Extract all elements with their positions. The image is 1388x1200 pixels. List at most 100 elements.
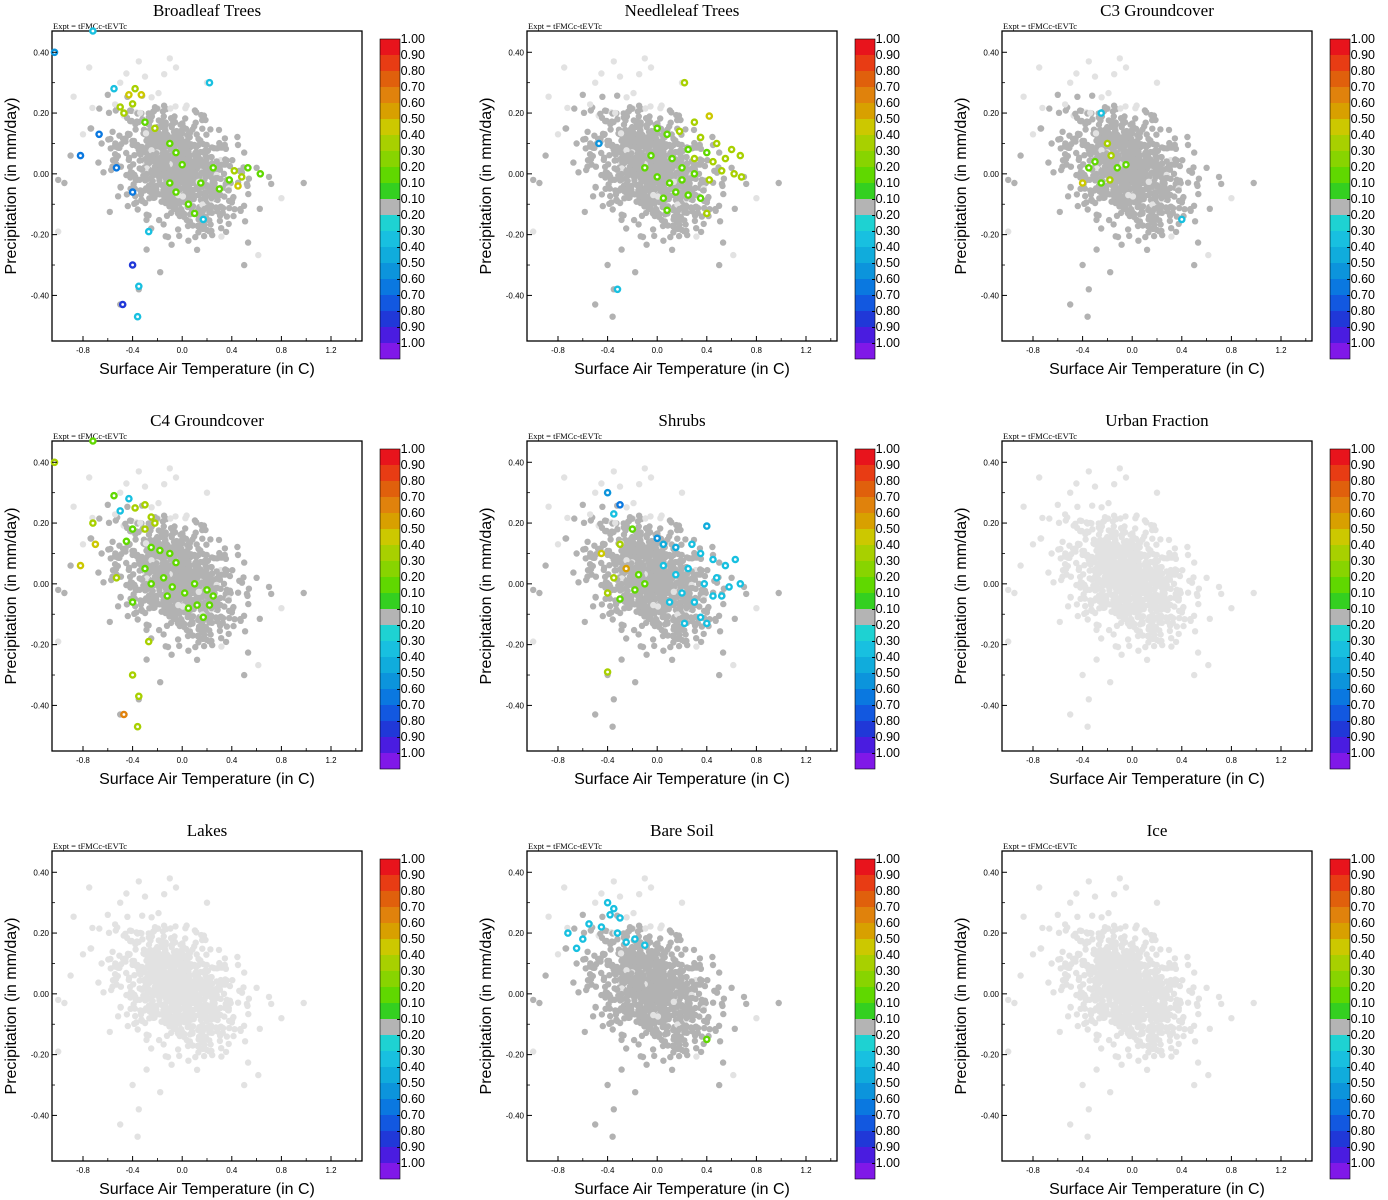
background-point xyxy=(592,593,599,601)
background-point xyxy=(1005,176,1012,184)
colorbar-swatch xyxy=(855,135,875,151)
background-point xyxy=(244,182,251,190)
background-point xyxy=(582,555,589,562)
background-point xyxy=(268,180,275,188)
colored-point xyxy=(134,692,143,701)
background-point xyxy=(660,610,667,618)
background-point xyxy=(212,175,219,182)
background-point xyxy=(630,89,637,97)
panel-title: C3 Groundcover xyxy=(1100,1,1214,20)
background-point xyxy=(141,73,149,80)
colored-point xyxy=(193,601,201,609)
colorbar-label: -0.20 xyxy=(872,208,901,222)
background-point xyxy=(135,146,142,153)
y-tick-label: 0.40 xyxy=(33,458,49,467)
background-point xyxy=(234,133,241,141)
background-point xyxy=(1095,212,1102,219)
background-point xyxy=(641,140,648,148)
background-point xyxy=(609,313,616,320)
background-point xyxy=(70,93,77,100)
colorbar-label: -0.40 xyxy=(397,240,426,254)
colorbar-swatch xyxy=(380,119,400,135)
background-point xyxy=(192,149,199,156)
background-point xyxy=(691,622,699,629)
background-point xyxy=(87,125,94,132)
background-point xyxy=(208,153,215,161)
background-point xyxy=(135,58,142,65)
background-point xyxy=(1191,261,1198,269)
background-point xyxy=(712,207,719,214)
colorbar-swatch xyxy=(380,55,400,71)
colored-point xyxy=(165,179,174,187)
background-point xyxy=(107,135,114,143)
background-point xyxy=(642,184,649,191)
background-point xyxy=(677,552,684,559)
colorbar-label: 1.00 xyxy=(1351,32,1375,46)
background-point xyxy=(1142,149,1149,156)
background-point xyxy=(203,154,210,161)
colored-point xyxy=(653,173,662,181)
background-point xyxy=(564,514,571,522)
background-point xyxy=(1187,207,1194,214)
colored-point xyxy=(172,558,180,567)
background-point xyxy=(571,515,578,522)
experiment-label: Expt = tFMCc-tEVTc xyxy=(528,431,602,441)
background-point xyxy=(1130,210,1138,217)
background-point xyxy=(215,126,223,134)
background-point xyxy=(200,232,208,240)
background-point xyxy=(681,638,688,645)
background-point xyxy=(179,533,187,540)
background-point xyxy=(1156,228,1163,235)
background-point xyxy=(196,158,203,165)
background-point xyxy=(1057,135,1064,143)
background-point xyxy=(228,199,236,206)
background-point xyxy=(220,580,228,587)
background-point xyxy=(215,536,223,544)
background-point xyxy=(1136,151,1143,159)
background-point xyxy=(141,587,149,594)
background-point xyxy=(240,202,248,209)
background-point xyxy=(591,132,598,139)
background-point xyxy=(1005,228,1012,235)
x-tick-label: 0.4 xyxy=(226,756,238,765)
colored-point xyxy=(234,182,242,190)
background-point xyxy=(1108,198,1115,205)
colored-point xyxy=(709,157,717,166)
background-point xyxy=(658,512,665,519)
background-point xyxy=(200,642,208,650)
background-point xyxy=(142,185,150,192)
background-point xyxy=(142,130,150,137)
background-point xyxy=(153,592,160,599)
background-point xyxy=(1194,239,1202,246)
background-point xyxy=(592,163,600,170)
background-point xyxy=(601,517,609,524)
background-point xyxy=(659,222,667,230)
background-point xyxy=(180,210,188,217)
colored-point xyxy=(672,188,680,196)
background-point xyxy=(134,206,141,213)
background-point xyxy=(182,115,189,122)
background-point xyxy=(719,239,727,246)
background-point xyxy=(206,209,213,216)
background-point xyxy=(160,102,168,109)
background-point xyxy=(176,574,183,581)
background-point xyxy=(86,474,93,481)
x-tick-label: 0.4 xyxy=(701,346,713,355)
colorbar-label: -0.40 xyxy=(872,240,901,254)
background-point xyxy=(1148,218,1155,226)
background-point xyxy=(1111,71,1118,78)
background-point xyxy=(678,154,685,161)
background-point xyxy=(700,630,707,638)
background-point xyxy=(1143,109,1150,116)
background-point xyxy=(126,573,134,581)
background-point xyxy=(203,489,211,496)
colorbar-swatch xyxy=(380,577,400,593)
background-point xyxy=(1073,191,1081,198)
background-point xyxy=(230,622,237,630)
background-point xyxy=(150,192,157,200)
background-point xyxy=(570,159,577,166)
colorbar-label: 0.70 xyxy=(1351,80,1375,94)
colored-point xyxy=(237,173,246,181)
y-tick-label: -0.40 xyxy=(31,701,50,710)
